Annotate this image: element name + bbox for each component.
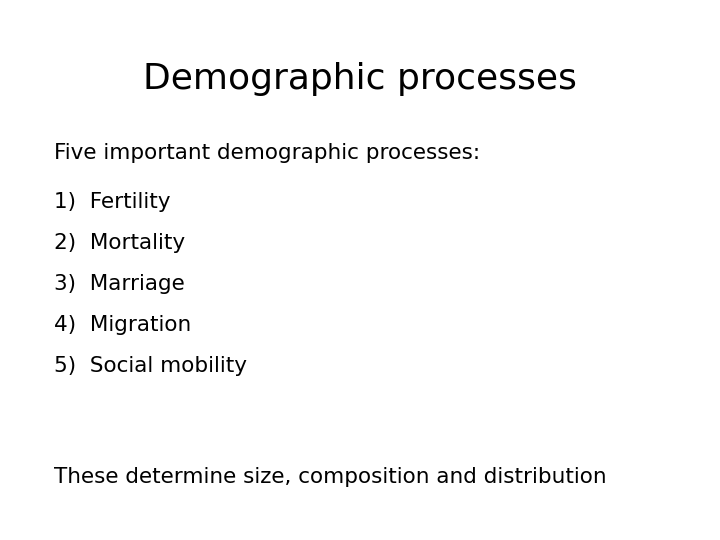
Text: 5)  Social mobility: 5) Social mobility (54, 356, 247, 376)
Text: 1)  Fertility: 1) Fertility (54, 192, 171, 212)
Text: 3)  Marriage: 3) Marriage (54, 274, 185, 294)
Text: These determine size, composition and distribution: These determine size, composition and di… (54, 467, 607, 487)
Text: Five important demographic processes:: Five important demographic processes: (54, 143, 480, 163)
Text: Demographic processes: Demographic processes (143, 62, 577, 96)
Text: 4)  Migration: 4) Migration (54, 315, 192, 335)
Text: 2)  Mortality: 2) Mortality (54, 233, 185, 253)
